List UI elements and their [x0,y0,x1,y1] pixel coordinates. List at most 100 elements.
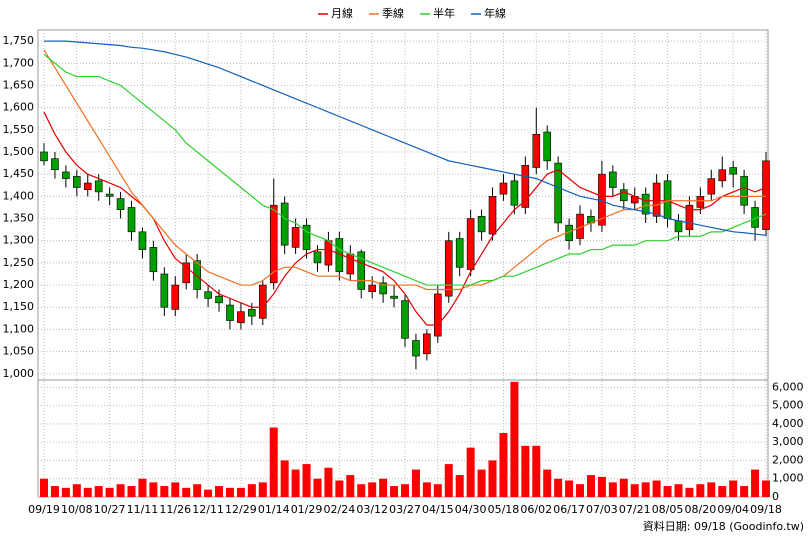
candle-body [280,202,289,246]
candle-body [488,196,497,235]
volume-bar [72,484,81,497]
volume-bar [225,487,234,497]
volume-bar [204,489,213,497]
volume-bar [488,460,497,497]
legend-label: 月線 [331,6,353,20]
candle-body [313,251,322,264]
volume-bar [346,475,355,497]
candle-body [412,340,420,357]
x-tick-label: 04/30 [455,503,487,516]
x-tick-label: 05/18 [488,503,520,516]
x-tick-label: 06/02 [520,503,552,516]
volume-bar [61,487,70,497]
volume-bar [674,484,683,497]
candle-body [619,189,628,202]
candle-body [138,231,147,250]
volume-bar [215,486,224,497]
x-tick-label: 08/20 [685,503,717,516]
y-tick-label: 1,250 [3,256,35,269]
x-tick-label: 11/26 [159,503,191,516]
x-tick-label: 09/18 [750,503,782,516]
volume-bar [280,460,289,497]
volume-bar [543,469,552,497]
candle-body [609,171,617,188]
y2-tick-label: 3,000 [772,435,804,448]
legend-label: 年線 [484,6,506,20]
volume-bar [762,480,770,497]
volume-bar [510,381,519,497]
volume-bar [751,469,760,497]
volume-bar [740,486,749,497]
candle-body [237,311,245,324]
y-tick-label: 1,050 [3,345,35,358]
volume-bar [663,486,672,497]
volume-bar [433,484,442,497]
candle-body [193,260,201,290]
candle-body [248,309,256,317]
volume-bar [258,482,267,497]
candle-body [729,167,737,175]
volume-bar [718,486,727,497]
candle-body [51,158,59,171]
candle-body [696,196,705,208]
candle-body [368,284,376,293]
volume-bar [619,478,628,497]
volume-bar [554,478,563,497]
candle-body [663,180,672,219]
x-tick-label: 10/27 [94,503,126,516]
candle-body [521,164,530,208]
volume-bar [83,487,92,497]
volume-bar [521,445,530,497]
candle-body [444,240,453,297]
x-tick-label: 07/03 [586,503,618,516]
candle-body [532,133,541,168]
x-tick-label: 09/19 [28,503,60,516]
x-tick-label: 08/05 [652,503,684,516]
candle-body [291,227,300,248]
volume-bar [50,486,59,497]
candle-body [116,198,125,210]
candle-body [455,238,464,268]
volume-bar [652,480,661,497]
volume-bar [127,486,136,497]
candle-body [226,304,234,321]
candle-body [258,284,267,319]
ma-line [43,49,766,291]
volume-bar [291,469,300,497]
candle-body [105,193,114,197]
y2-tick-label: 5,000 [772,399,804,412]
volume-bar [401,484,409,497]
candle-body [149,247,158,273]
volume-bar [422,482,431,497]
y-tick-label: 1,750 [3,34,35,47]
candle-body [160,273,169,308]
volume-bar [729,480,738,497]
x-tick-label: 04/15 [422,503,454,516]
y2-tick-label: 0 [772,490,779,503]
volume-bar [576,484,585,497]
candle-body [302,224,311,250]
volume-bar [630,484,639,497]
ma-line [43,111,767,326]
ma-line [44,40,767,236]
volume-bar [182,487,191,497]
x-tick-label: 02/24 [324,503,356,516]
ma-line [43,53,767,286]
volume-bar [269,427,278,497]
volume-bar [379,478,388,497]
candle-body [652,182,661,217]
volume-bar [444,464,453,497]
x-tick-label: 01/14 [258,503,290,516]
x-tick-label: 12/11 [192,503,224,516]
legend-label: 半年 [433,6,455,20]
candle-body [762,160,770,230]
volume-bar [149,482,158,497]
candle-body [740,176,748,206]
candle-body [204,291,212,299]
footer: 資料日期: 09/18 (Goodinfo.tw) [643,519,804,533]
candle-body [390,295,398,299]
y2-tick-label: 4,000 [772,417,804,430]
candle-body [83,182,92,190]
candle-body [434,293,442,337]
y2-tick-label: 1,000 [772,472,804,485]
